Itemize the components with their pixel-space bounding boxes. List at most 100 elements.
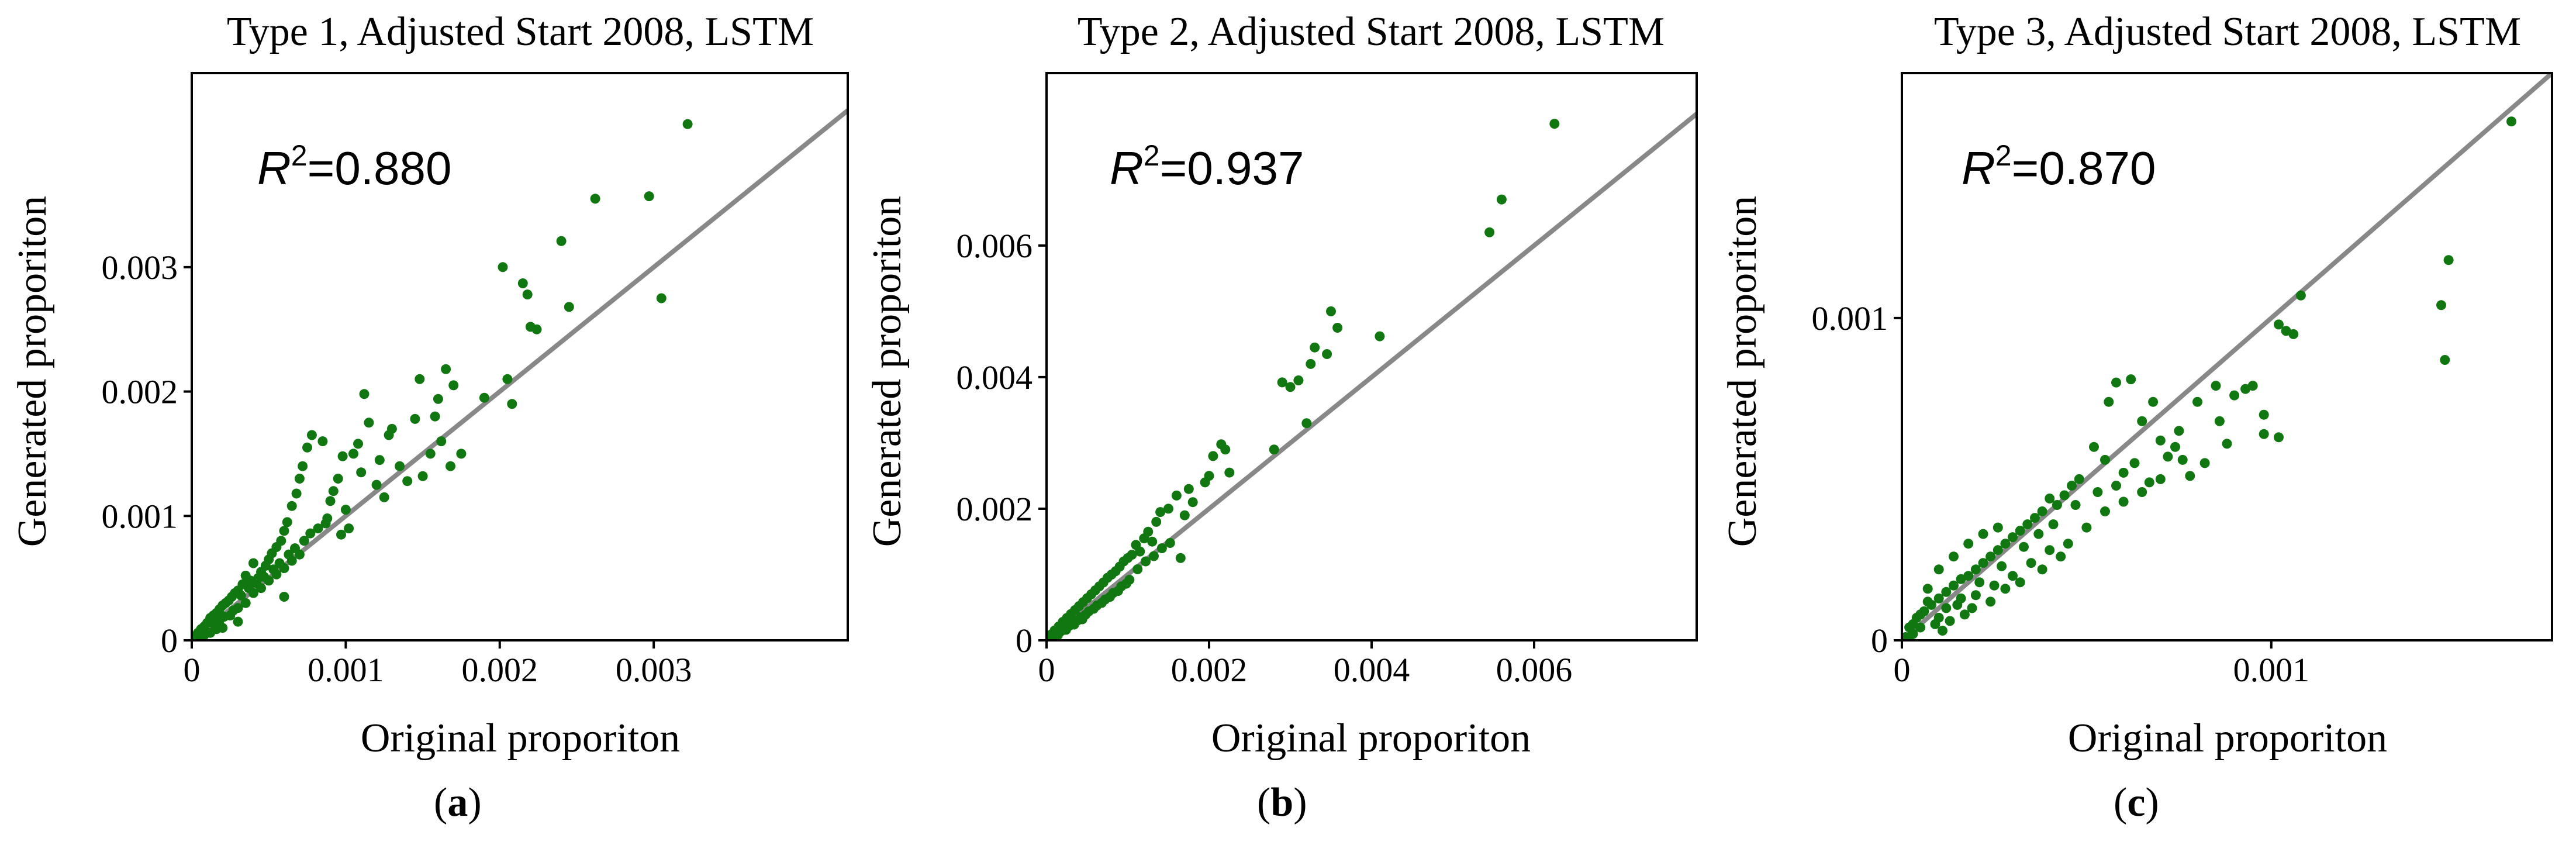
x-tick-label: 0.002 [462,651,538,689]
data-point [564,302,574,312]
data-point [1132,564,1143,574]
data-point [522,289,533,300]
data-point [2259,429,2269,439]
data-point [2015,577,2025,588]
panel-letter: c [2127,780,2145,825]
data-point [1155,507,1166,518]
data-point [1930,619,1940,629]
data-point [415,374,425,384]
data-point [2211,381,2221,391]
data-point [374,455,385,465]
r-squared-annotation: R2=0.880 [257,139,452,194]
data-point [531,324,542,334]
panel-label: (b) [1257,780,1307,825]
data-point [2506,116,2516,127]
x-tick-label: 0.006 [1496,651,1573,689]
data-point [1915,609,1926,620]
data-point [359,389,370,399]
x-axis-label: Original proporiton [1211,716,1531,761]
data-point [1993,545,2003,556]
data-point [279,592,289,602]
data-point [384,430,394,440]
data-point [1156,543,1167,553]
data-point [2440,355,2450,365]
data-point [1375,331,1385,342]
panel-label: (a) [434,780,482,825]
data-point [1165,538,1175,548]
data-point [441,364,451,374]
data-point [1922,596,1933,607]
data-point [425,449,436,459]
data-point [1171,490,1182,501]
data-point [2019,542,2029,552]
data-point [194,634,205,640]
data-point [507,399,517,409]
panel-letter: b [1270,780,1293,825]
y-axis-label: Generated proporiton [1720,196,1765,547]
panel-a: Type 1, Adjusted Start 2008, LSTM Genera… [10,9,849,825]
data-point [344,523,354,534]
panel-letter: a [447,780,468,825]
data-point [240,598,251,608]
data-point [2274,319,2284,330]
data-point [302,442,312,453]
data-point [1269,444,1279,455]
data-point [1997,561,2007,571]
data-point [1208,451,1218,461]
y-axis-label: Generated proporiton [865,196,910,547]
r-squared-annotation: R2=0.937 [1110,139,1304,194]
data-point [456,449,467,459]
data-point [479,392,489,403]
data-point [1151,516,1162,527]
x-tick-label: 0.003 [616,651,692,689]
data-point [2111,377,2121,388]
data-point [2144,477,2154,488]
data-point [2148,396,2159,407]
r-value: =0.870 [2012,142,2156,194]
data-point [2045,545,2055,556]
data-point [2170,442,2180,452]
data-point [417,471,428,481]
data-point [1933,564,1944,575]
y-tick-label: 0.002 [956,490,1033,528]
y-tick-label: 0 [1016,622,1033,660]
data-point [1104,592,1115,602]
data-point [336,529,346,540]
data-point [1224,467,1235,478]
data-point [1933,593,1944,603]
data-point [248,558,258,568]
data-point [1496,194,1507,205]
data-point [371,480,382,490]
data-point [448,380,459,391]
data-point [228,605,239,616]
data-point [1149,551,1159,561]
data-point [1310,342,1320,353]
data-point [2192,396,2202,407]
data-point [656,293,667,303]
data-point [1989,580,2000,591]
data-point [410,413,420,424]
data-point [2074,474,2084,484]
data-point [1938,626,1947,636]
data-point [1097,598,1107,608]
data-point [340,505,351,515]
reference-line [1902,73,2552,640]
data-point [274,558,285,568]
data-point [1949,580,1959,591]
data-point [2443,255,2454,265]
y-tick-label: 0.004 [956,358,1033,396]
x-axis-label: Original proporiton [2068,716,2387,761]
data-point [306,430,317,440]
data-point [1974,577,1985,588]
data-point [1970,590,1981,601]
data-point [1941,603,1952,613]
data-point [556,236,567,246]
data-point [395,461,405,471]
r-symbol: R [257,142,291,194]
data-point [1089,603,1099,614]
x-tick-label: 0 [1038,651,1055,689]
data-point [1220,444,1231,455]
y-tick-label: 0 [161,622,178,660]
data-point [1322,349,1332,359]
data-point [1121,578,1131,589]
